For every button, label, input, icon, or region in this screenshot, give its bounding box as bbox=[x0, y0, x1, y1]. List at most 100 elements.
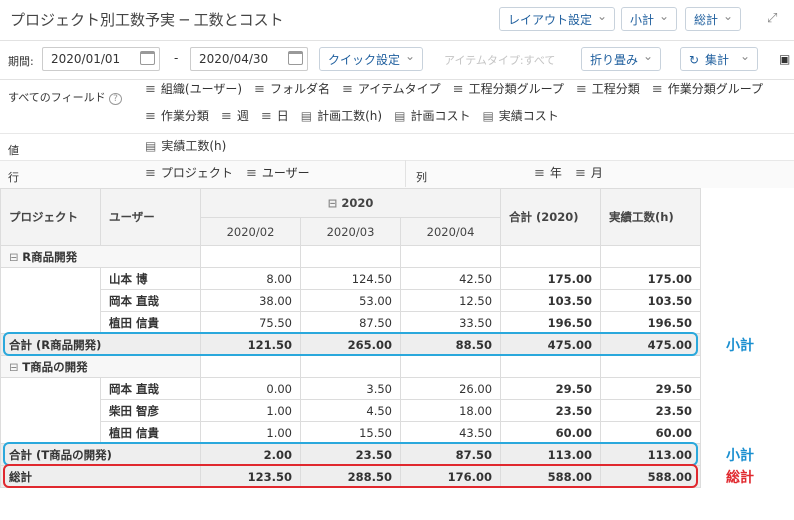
annotation: 小計 bbox=[726, 448, 754, 464]
cell: 1.00 bbox=[200, 421, 301, 444]
field-chip[interactable]: アイテムタイプ bbox=[342, 80, 441, 99]
cell: 38.00 bbox=[200, 289, 301, 312]
user-cell: 植田 信貴 bbox=[100, 421, 201, 444]
field-chip[interactable]: 計画工数(h) bbox=[301, 107, 382, 126]
help-icon[interactable]: ? bbox=[109, 93, 122, 105]
empty-cell bbox=[399, 245, 502, 268]
user-cell: 植田 信貴 bbox=[100, 311, 201, 334]
field-chip[interactable]: 実績コスト bbox=[482, 107, 559, 126]
value-field[interactable]: 実績工数(h) bbox=[145, 137, 226, 155]
field-chip[interactable]: 工程分類 bbox=[576, 80, 640, 99]
empty-cell bbox=[0, 377, 101, 400]
fields-label: すべてのフィールド ? bbox=[8, 89, 122, 105]
cell: 175.00 bbox=[500, 267, 602, 290]
field-chip[interactable]: 作業分類 bbox=[145, 107, 209, 126]
cell: 23.50 bbox=[600, 399, 702, 422]
user-cell: 山本 博 bbox=[100, 267, 201, 290]
header-user: ユーザー bbox=[100, 188, 201, 246]
group-cell[interactable]: ⊟ R商品開発 bbox=[0, 245, 201, 268]
subtotal-row: 合計 (R商品開発) 121.50 265.00 88.50 475.00 475.00 bbox=[0, 333, 702, 356]
cell: 196.50 bbox=[500, 311, 602, 334]
total-button[interactable]: 総計 bbox=[685, 4, 742, 31]
field-chip[interactable]: 週 bbox=[221, 107, 249, 126]
cell: 23.50 bbox=[500, 399, 602, 422]
cell: 88.50 bbox=[399, 333, 502, 356]
cell: 588.00 bbox=[500, 465, 602, 488]
end-date[interactable]: 2020/04/30 bbox=[190, 47, 308, 71]
cell: 103.50 bbox=[500, 289, 602, 312]
cell: 103.50 bbox=[600, 289, 702, 312]
export-icon[interactable]: ▣ bbox=[779, 52, 791, 66]
cell: 2.00 bbox=[200, 443, 301, 466]
header-project: プロジェクト bbox=[0, 188, 101, 246]
cell: 265.00 bbox=[300, 333, 401, 356]
cell: 113.00 bbox=[600, 443, 702, 466]
field-chip[interactable]: フォルダ名 bbox=[254, 80, 330, 99]
cell: 42.50 bbox=[399, 267, 502, 290]
values-label: 値 bbox=[8, 144, 19, 157]
group-name: R商品開発 bbox=[22, 249, 78, 264]
pivot-table: プロジェクト ユーザー ⊟ 2020 合計 (2020) 実績工数(h) 2020/… bbox=[0, 188, 702, 488]
subtotal-row: 合計 (T商品の開発) 2.00 23.50 87.50 113.00 113.00 bbox=[0, 443, 702, 466]
expand-icon[interactable]: ⤢ bbox=[767, 11, 778, 26]
cell: 60.00 bbox=[600, 421, 702, 444]
data-row: 山本 博 8.00 124.50 42.50 175.00 175.00 bbox=[0, 267, 702, 290]
header-year[interactable]: ⊟ 2020 bbox=[199, 188, 502, 218]
empty-cell bbox=[0, 267, 101, 290]
data-row: 岡本 直哉 38.00 53.00 12.50 103.50 103.50 bbox=[0, 289, 702, 312]
fields-label-text: すべてのフィールド bbox=[8, 91, 106, 104]
group-row: ⊟ R商品開発 bbox=[0, 245, 702, 268]
subtotal-label: 合計 (T商品の開発) bbox=[0, 443, 201, 466]
field-chip[interactable]: 日 bbox=[261, 107, 289, 126]
header-month: 2020/03 bbox=[300, 217, 401, 246]
cell: 43.50 bbox=[399, 421, 502, 444]
start-date-text: 2020/01/01 bbox=[51, 52, 121, 66]
empty-cell bbox=[300, 355, 401, 378]
row-field[interactable]: ユーザー bbox=[246, 164, 310, 183]
column-field[interactable]: 月 bbox=[575, 164, 603, 183]
cell: 26.00 bbox=[399, 377, 502, 400]
calendar-icon[interactable] bbox=[288, 51, 303, 65]
field-chip[interactable]: 工程分類グループ bbox=[453, 80, 564, 99]
cell: 12.50 bbox=[399, 289, 502, 312]
empty-cell bbox=[0, 289, 101, 312]
empty-cell bbox=[200, 355, 301, 378]
empty-cell bbox=[500, 355, 602, 378]
field-list: 組織(ユーザー) フォルダ名アイテムタイプ工程分類グループ工程分類作業分類グループ… bbox=[145, 80, 790, 126]
calendar-icon[interactable] bbox=[140, 51, 155, 65]
cell: 18.00 bbox=[399, 399, 502, 422]
group-row: ⊟ T商品の開発 bbox=[0, 355, 702, 378]
field-chip[interactable]: 計画コスト bbox=[394, 107, 470, 126]
year-text: 2020 bbox=[341, 196, 374, 210]
field-chip[interactable]: 作業分類グループ bbox=[652, 80, 763, 99]
top-bar bbox=[0, 0, 794, 41]
empty-cell bbox=[600, 245, 702, 268]
quick-button[interactable]: クイック設定 bbox=[319, 44, 424, 71]
column-field[interactable]: 年 bbox=[534, 164, 562, 183]
empty-cell bbox=[0, 311, 101, 334]
layout-button[interactable]: レイアウト設定 bbox=[499, 4, 616, 31]
cell: 29.50 bbox=[600, 377, 702, 400]
row-field[interactable]: プロジェクト bbox=[145, 164, 233, 183]
subtotal-button[interactable]: 小計 bbox=[621, 4, 678, 31]
cell: 196.50 bbox=[600, 311, 702, 334]
grand-total-label: 総計 bbox=[0, 465, 201, 488]
user-cell: 岡本 直哉 bbox=[100, 377, 201, 400]
annotation: 小計 bbox=[726, 338, 754, 354]
empty-cell bbox=[399, 355, 502, 378]
group-cell[interactable]: ⊟ T商品の開発 bbox=[0, 355, 201, 378]
aggregate-button[interactable]: ↻ 集計 bbox=[680, 44, 758, 71]
period-label: 期間: bbox=[8, 55, 34, 68]
header-total: 合計 (2020) bbox=[500, 188, 602, 246]
page-title: プロジェクト別工数予実 ─ 工数とコスト bbox=[10, 11, 284, 29]
field-chip[interactable]: 組織(ユーザー) bbox=[145, 80, 242, 99]
cell: 8.00 bbox=[200, 267, 301, 290]
cell: 33.50 bbox=[399, 311, 502, 334]
collapse-button[interactable]: 折り畳み bbox=[581, 44, 662, 71]
start-date[interactable]: 2020/01/01 bbox=[42, 47, 160, 71]
rows-cols-bar bbox=[0, 160, 794, 188]
empty-cell bbox=[0, 421, 101, 444]
data-row: 柴田 智彦 1.00 4.50 18.00 23.50 23.50 bbox=[0, 399, 702, 422]
columns-label: 列 bbox=[416, 171, 427, 184]
